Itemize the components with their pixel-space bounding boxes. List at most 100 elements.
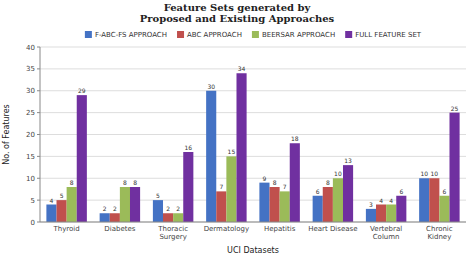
bar — [67, 187, 77, 222]
data-label: 4 — [379, 197, 383, 204]
data-label: 6 — [399, 188, 403, 195]
data-label: 6 — [316, 188, 320, 195]
data-label: 4 — [389, 197, 393, 204]
bar — [290, 143, 300, 222]
grid-line — [40, 90, 466, 91]
tick-label: Dermatology — [204, 225, 249, 233]
data-label: 6 — [443, 188, 447, 195]
tick-label: 30 — [26, 87, 35, 95]
bar — [57, 200, 67, 222]
bar — [206, 91, 216, 222]
data-label: 15 — [228, 148, 236, 155]
legend-swatch — [252, 31, 259, 38]
legend-item: BEERSAR APPROACH — [252, 31, 335, 39]
tick-label: 25 — [26, 109, 35, 117]
bar — [376, 205, 386, 223]
tick-label: 40 — [26, 44, 35, 52]
grid-line — [40, 134, 466, 135]
y-axis-line — [40, 47, 41, 222]
legend-item: F-ABC-FS APPROACH — [85, 31, 167, 39]
data-label: 4 — [50, 197, 54, 204]
bar — [343, 165, 353, 222]
legend-label: BEERSAR APPROACH — [262, 31, 335, 39]
x-axis-line — [40, 222, 466, 223]
bar — [120, 187, 130, 222]
data-label: 7 — [283, 183, 287, 190]
data-label: 25 — [451, 105, 459, 112]
bar — [259, 183, 269, 222]
bar — [333, 178, 343, 222]
bar — [366, 209, 376, 222]
legend-label: F-ABC-FS APPROACH — [95, 31, 167, 39]
bars — [46, 73, 459, 222]
data-label: 8 — [123, 179, 127, 186]
data-label: 29 — [78, 87, 86, 94]
tick-label: ThoracicSurgery — [157, 225, 188, 241]
x-axis-label: UCI Datasets — [227, 246, 279, 255]
data-label: 34 — [238, 65, 246, 72]
bar — [419, 178, 429, 222]
legend-swatch — [345, 31, 352, 38]
title: Feature Sets generated byProposed and Ex… — [140, 2, 335, 24]
bar — [46, 205, 56, 223]
tick-label: 5 — [31, 197, 35, 205]
bar — [130, 187, 140, 222]
grid-line — [40, 156, 466, 157]
data-label: 3 — [369, 201, 373, 208]
legend-swatch — [85, 31, 92, 38]
y-axis-label: No. of Features — [2, 104, 11, 164]
bar — [439, 196, 449, 222]
bar — [386, 205, 396, 223]
tick-label: Diabetes — [104, 225, 135, 233]
data-label: 13 — [344, 157, 352, 164]
bar — [280, 191, 290, 222]
data-label: 8 — [326, 179, 330, 186]
bar — [236, 73, 246, 222]
tick-label: Thyroid — [53, 225, 80, 233]
legend-item: ABC APPROACH — [177, 31, 242, 39]
bar — [173, 213, 183, 222]
legend: F-ABC-FS APPROACH ABC APPROACH BEERSAR APP… — [85, 31, 422, 39]
bar — [270, 187, 280, 222]
legend-label: ABC APPROACH — [187, 31, 242, 39]
grid-line — [40, 178, 466, 179]
data-label: 7 — [219, 183, 223, 190]
legend-item: FULL FEATURE SET — [345, 31, 422, 39]
bar — [313, 196, 323, 222]
y-axis: 0510152025303540 — [26, 44, 466, 227]
tick-label: 0 — [31, 219, 35, 227]
data-label: 2 — [176, 205, 180, 212]
data-label: 5 — [60, 192, 64, 199]
tick-label: ChronicKidney — [426, 225, 453, 241]
data-label: 8 — [133, 179, 137, 186]
bar — [323, 187, 333, 222]
data-label: 18 — [291, 135, 299, 142]
bar — [110, 213, 120, 222]
bar — [216, 191, 226, 222]
bar — [449, 113, 459, 222]
data-label: 2 — [113, 205, 117, 212]
tick-label: VertebralColumn — [370, 225, 402, 241]
grid-line — [40, 222, 466, 223]
chart: Feature Sets generated byProposed and Ex… — [0, 0, 474, 258]
data-labels: 4253096310522788410882157104629816341813… — [50, 65, 459, 212]
data-label: 2 — [103, 205, 107, 212]
legend-label: FULL FEATURE SET — [355, 31, 422, 39]
tick-label: Heart Disease — [308, 225, 357, 233]
tick-label: Hepatitis — [264, 225, 296, 233]
tick-label: 10 — [26, 175, 35, 183]
tick-label: 15 — [26, 153, 35, 161]
grid-line — [40, 68, 466, 69]
data-label: 10 — [420, 170, 428, 177]
data-label: 10 — [334, 170, 342, 177]
bar — [77, 95, 87, 222]
bar — [153, 200, 163, 222]
data-label: 2 — [166, 205, 170, 212]
bar — [429, 178, 439, 222]
tick-label: 35 — [26, 65, 35, 73]
data-label: 9 — [263, 175, 267, 182]
data-label: 8 — [70, 179, 74, 186]
bar — [396, 196, 406, 222]
data-label: 16 — [184, 144, 192, 151]
tick-label: 20 — [26, 131, 35, 139]
